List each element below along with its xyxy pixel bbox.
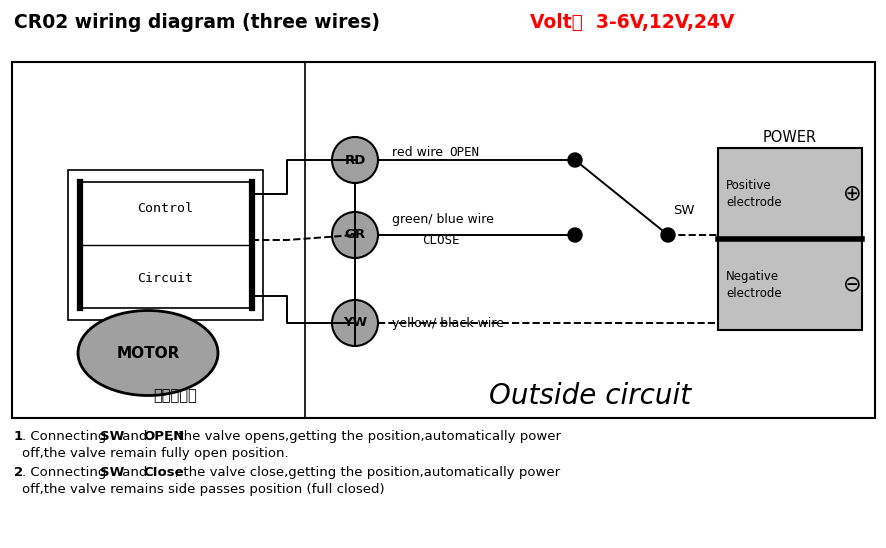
Text: off,the valve remain fully open position.: off,the valve remain fully open position… (22, 447, 288, 460)
Text: Positive: Positive (725, 179, 771, 192)
Text: Negative: Negative (725, 270, 778, 283)
Text: , the valve opens,getting the position,automatically power: , the valve opens,getting the position,a… (170, 430, 560, 443)
Text: . Connecting: . Connecting (22, 466, 111, 479)
Text: CR02 wiring diagram (three wires): CR02 wiring diagram (three wires) (14, 13, 379, 32)
Bar (80, 182, 252, 308)
Text: OPEN: OPEN (448, 146, 478, 159)
Circle shape (567, 228, 581, 242)
Bar (12, 62, 874, 418)
Text: electrode: electrode (725, 196, 781, 209)
Text: Control: Control (136, 202, 193, 214)
Text: red wire: red wire (392, 146, 447, 159)
Text: ⊕: ⊕ (842, 184, 860, 203)
Text: yellow/ black wire: yellow/ black wire (392, 317, 503, 329)
Text: 执行器内部: 执行器内部 (153, 389, 197, 403)
Text: 2: 2 (14, 466, 23, 479)
Circle shape (660, 228, 674, 242)
Text: CLOSE: CLOSE (422, 233, 459, 247)
Text: RD: RD (344, 153, 365, 167)
Text: SW: SW (100, 466, 124, 479)
Text: and: and (118, 430, 152, 443)
Text: 1: 1 (14, 430, 23, 443)
Text: and: and (118, 466, 152, 479)
Circle shape (331, 212, 377, 258)
Text: . Connecting: . Connecting (22, 430, 111, 443)
Text: Circuit: Circuit (136, 271, 193, 284)
Text: Volt：  3-6V,12V,24V: Volt： 3-6V,12V,24V (530, 13, 734, 32)
Text: CIose: CIose (143, 466, 183, 479)
Text: Outside circuit: Outside circuit (488, 382, 690, 410)
Text: POWER: POWER (762, 130, 816, 146)
Bar (68, 170, 263, 320)
Text: MOTOR: MOTOR (116, 345, 180, 361)
Text: OPEN: OPEN (143, 430, 184, 443)
Text: off,the valve remains side passes position (full closed): off,the valve remains side passes positi… (22, 483, 385, 496)
Circle shape (567, 153, 581, 167)
Bar (717, 239, 861, 330)
Ellipse shape (78, 311, 218, 396)
Bar (717, 148, 861, 239)
Text: , the valve close,getting the position,automatically power: , the valve close,getting the position,a… (175, 466, 559, 479)
Text: ⊖: ⊖ (842, 275, 860, 294)
Text: electrode: electrode (725, 287, 781, 300)
Text: YW: YW (343, 317, 367, 329)
Circle shape (331, 137, 377, 183)
Text: SW: SW (672, 204, 694, 217)
Text: GR: GR (344, 229, 365, 242)
Text: SW: SW (100, 430, 124, 443)
Circle shape (331, 300, 377, 346)
Text: green/ blue wire: green/ blue wire (392, 214, 494, 226)
